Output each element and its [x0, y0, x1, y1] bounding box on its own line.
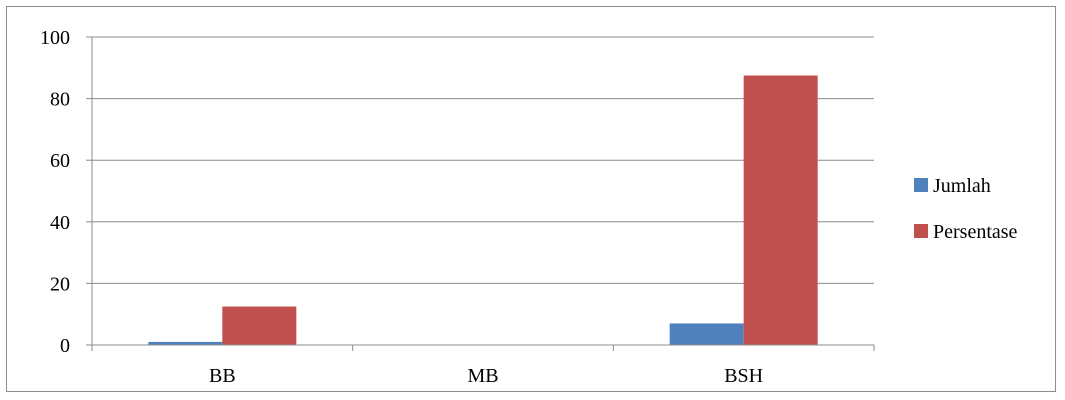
legend-label: Jumlah: [933, 175, 991, 197]
bar-jumlah-bb: [148, 341, 223, 345]
y-tick-label: 0: [60, 335, 70, 357]
bar-jumlah-bsh: [669, 323, 744, 345]
x-tick-label: MB: [467, 365, 498, 387]
bars: [148, 75, 818, 345]
legend-label: Persentase: [933, 221, 1018, 243]
bar-persentase-bsh: [743, 75, 818, 345]
legend-swatch: [914, 224, 928, 238]
y-tick-label: 60: [50, 150, 70, 172]
legend: Jumlah Persentase: [914, 175, 1018, 243]
x-tick-label: BB: [209, 365, 236, 387]
y-tick-label: 100: [40, 27, 70, 49]
x-tick-label: BSH: [724, 365, 763, 387]
y-tick-label: 20: [50, 273, 70, 295]
x-tick-labels: BB MB BSH: [209, 365, 763, 387]
y-tick-labels: 0 20 40 60 80 100: [40, 27, 70, 357]
legend-swatch: [914, 178, 928, 192]
y-tick-label: 40: [50, 212, 70, 234]
chart-frame: [6, 6, 1056, 392]
bar-persentase-bb: [222, 306, 297, 345]
axes: [86, 36, 875, 351]
y-tick-label: 80: [50, 89, 70, 111]
